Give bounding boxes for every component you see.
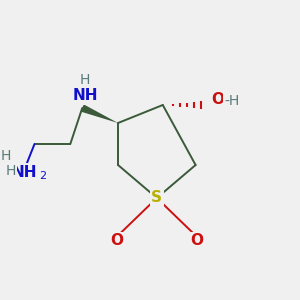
Text: H: H bbox=[1, 149, 11, 163]
Text: 2: 2 bbox=[39, 171, 46, 182]
Text: S: S bbox=[151, 190, 162, 206]
Text: O: O bbox=[212, 92, 224, 107]
Polygon shape bbox=[81, 104, 118, 123]
Text: O: O bbox=[110, 233, 123, 248]
Text: NH: NH bbox=[11, 165, 37, 180]
Text: -H: -H bbox=[225, 94, 240, 108]
Text: H: H bbox=[5, 164, 16, 178]
Text: NH: NH bbox=[73, 88, 98, 104]
Text: H: H bbox=[80, 73, 90, 86]
Text: O: O bbox=[190, 233, 204, 248]
